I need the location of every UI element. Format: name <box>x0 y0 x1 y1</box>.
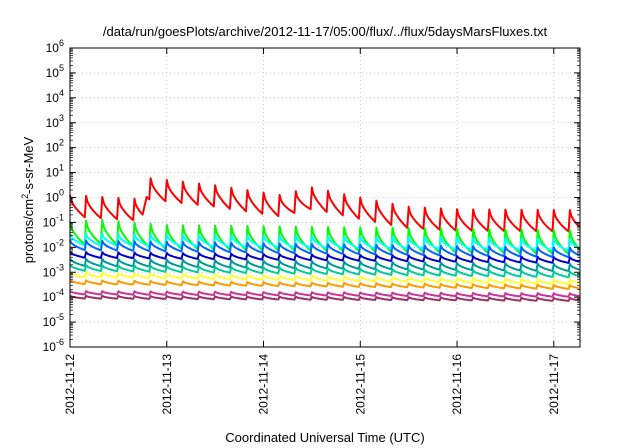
y-tick-label: 102 <box>46 138 64 155</box>
y-tick-label: 10-1 <box>43 212 64 229</box>
y-axis-ticks: 10-6 10-5 10-4 10-3 10-2 10-1 100 101 102 103 104 1… <box>43 38 580 354</box>
series-line-1 <box>69 177 581 233</box>
y-tick-label: 10-5 <box>43 312 64 329</box>
x-axis-label: Coordinated Universal Time (UTC) <box>225 430 424 445</box>
y-tick-label: 104 <box>46 88 64 105</box>
series-lines <box>69 177 581 302</box>
series-line-3 <box>69 232 580 252</box>
y-tick-label: 100 <box>46 188 64 205</box>
y-tick-label: 105 <box>46 63 64 80</box>
x-tick-label: 2012-11-13 <box>160 354 174 415</box>
series-line-4 <box>69 239 580 259</box>
y-tick-label: 103 <box>46 113 64 130</box>
chart-title: /data/run/goesPlots/archive/2012-11-17/0… <box>103 24 548 39</box>
x-tick-label: 2012-11-16 <box>450 354 464 415</box>
y-tick-label: 106 <box>46 38 64 55</box>
x-tick-label: 2012-11-17 <box>547 354 561 415</box>
series-line-11 <box>69 294 580 302</box>
y-tick-label: 10-2 <box>43 237 64 254</box>
series-line-7 <box>69 264 580 279</box>
y-axis-label: protons/cm2-s-sr-MeV <box>20 136 36 263</box>
x-tick-label: 2012-11-15 <box>353 354 367 415</box>
y-tick-label: 10-6 <box>43 337 64 354</box>
y-tick-label: 101 <box>46 163 64 180</box>
series-line-10 <box>69 290 580 298</box>
series-line-6 <box>69 257 580 273</box>
series-line-9 <box>69 279 580 290</box>
y-tick-label: 10-4 <box>43 287 64 304</box>
x-tick-label: 2012-11-14 <box>257 354 271 415</box>
y-tick-label: 10-3 <box>43 262 64 279</box>
x-axis-ticks: 2012-11-12 2012-11-13 2012-11-14 2012-11-15… <box>63 48 561 415</box>
x-tick-label: 2012-11-12 <box>63 354 77 415</box>
series-line-2 <box>69 218 581 256</box>
series-line-5 <box>69 251 580 264</box>
series-line-8 <box>69 271 580 286</box>
